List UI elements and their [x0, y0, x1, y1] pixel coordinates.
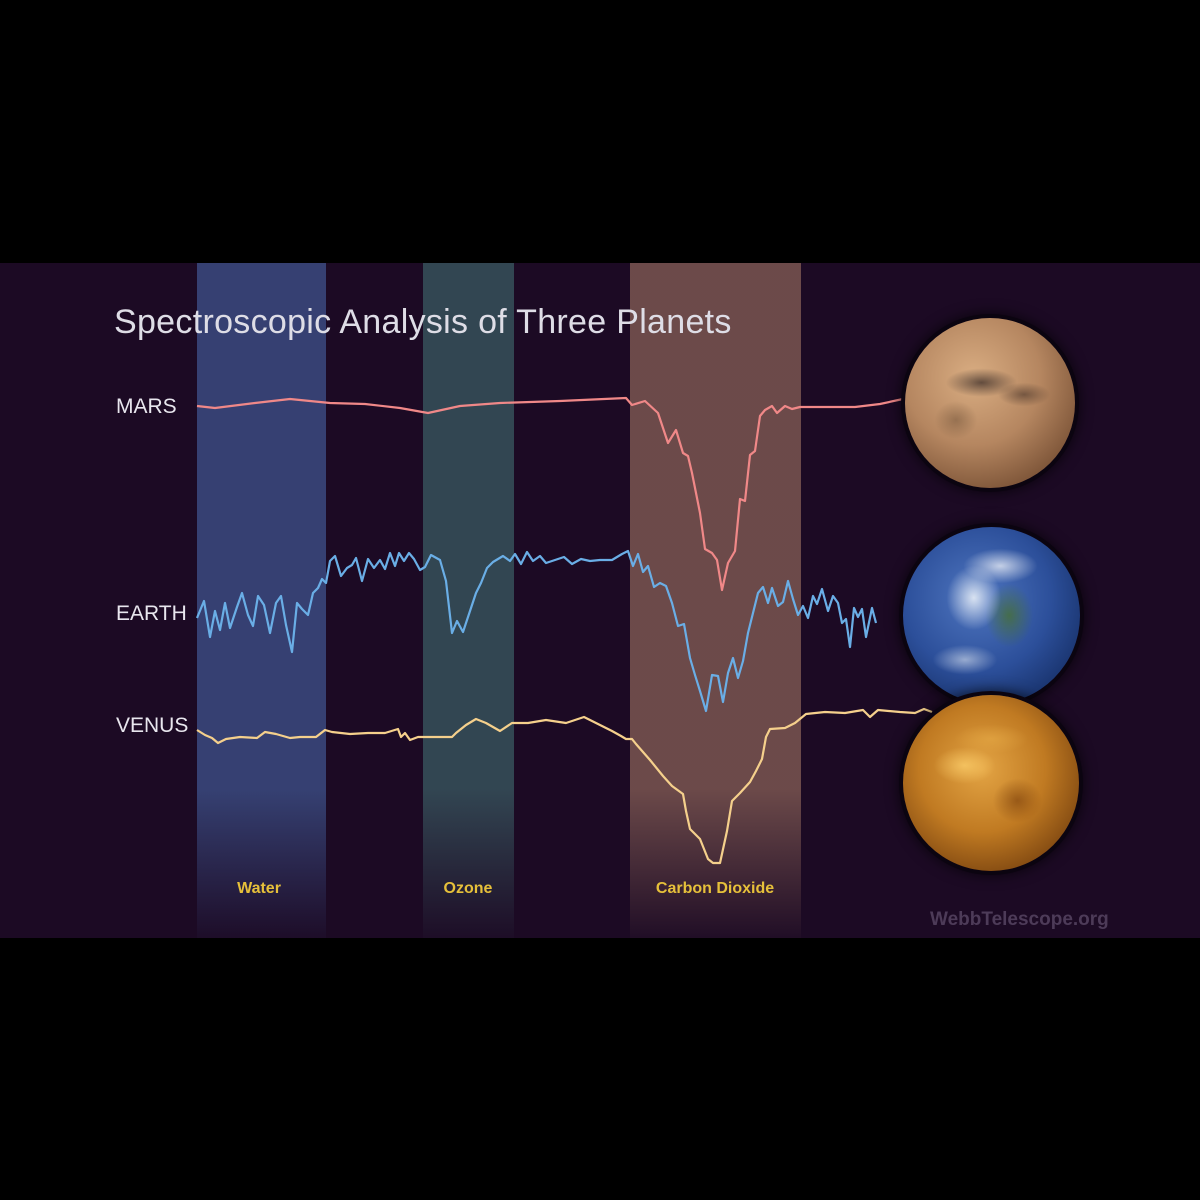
- series-line-mars: [196, 396, 904, 592]
- chart-title: Spectroscopic Analysis of Three Planets: [114, 303, 732, 341]
- venus-planet-image: [903, 695, 1079, 871]
- series-label-venus: VENUS: [116, 714, 189, 737]
- band-label-ozone: Ozone: [443, 880, 493, 897]
- band-label-water: Water: [237, 880, 281, 897]
- earth-planet-image: [903, 527, 1080, 704]
- credit-text: WebbTelescope.org: [930, 909, 1109, 930]
- series-line-venus: [196, 707, 933, 865]
- series-label-earth: EARTH: [116, 602, 187, 625]
- chart-panel: Spectroscopic Analysis of Three Planets …: [0, 263, 1200, 938]
- absorption-band-ozone: [423, 263, 514, 938]
- series-label-mars: MARS: [116, 395, 177, 418]
- series-line-earth: [195, 549, 878, 713]
- band-label-carbon-dioxide: Carbon Dioxide: [655, 880, 775, 897]
- mars-planet-image: [905, 318, 1075, 488]
- absorption-band-carbon-dioxide: [630, 263, 801, 938]
- chart-svg: [195, 263, 933, 938]
